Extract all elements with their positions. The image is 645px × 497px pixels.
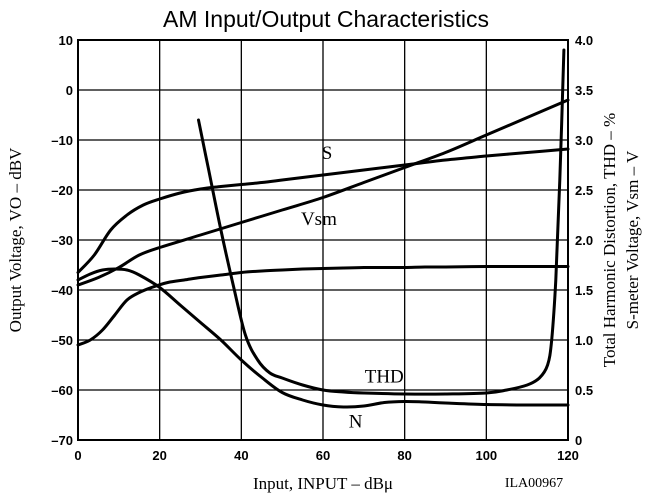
tick-labels: 0 20 40 60 80 100 120100–10–20–30–40–50–60–704… (51, 33, 593, 463)
series-lines (76, 48, 570, 409)
y-tick-label-right: 3.0 (575, 133, 593, 148)
y-tick-label-left: –40 (51, 283, 73, 298)
y-tick-label-right: 0 (575, 433, 582, 448)
x-tick-label: 120 (557, 448, 579, 463)
series-annotations: S Vsm THD N (301, 143, 404, 433)
y-tick-label-left: –10 (51, 133, 73, 148)
y-tick-label-right: 1.0 (575, 333, 593, 348)
y-tick-label-right: 1.5 (575, 283, 593, 298)
x-tick-label: 60 (316, 448, 330, 463)
grid (78, 40, 568, 440)
series-label-thd: THD (365, 367, 404, 388)
series-thd-line (197, 48, 566, 396)
y-tick-label-left: –50 (51, 333, 73, 348)
chart-title: AM Input/Output Characteristics (163, 6, 489, 32)
series-4-line (76, 267, 570, 409)
y-tick-label-left: 0 (66, 83, 73, 98)
y-tick-label-left: –30 (51, 233, 73, 248)
y-tick-label-right: 0.5 (575, 383, 593, 398)
plot-frame (77, 39, 569, 441)
y-axis-left-label: Output Voltage, VO – dBV (6, 147, 25, 332)
y-tick-label-right: 4.0 (575, 33, 593, 48)
x-tick-label: 80 (397, 448, 411, 463)
y-tick-label-left: –60 (51, 383, 73, 398)
figure-code: ILA00967 (505, 476, 563, 491)
x-tick-label: 100 (475, 448, 497, 463)
y-tick-label-right: 2.5 (575, 183, 593, 198)
series-label-s: S (322, 143, 333, 164)
y-tick-label-right: 3.5 (575, 83, 593, 98)
series-vsm-line (76, 98, 570, 287)
x-tick-label: 40 (234, 448, 248, 463)
x-tick-label: 20 (152, 448, 166, 463)
y-tick-label-left: –20 (51, 183, 73, 198)
y-axis-right-label-vsm: S-meter Voltage, Vsm – V (623, 150, 642, 329)
y-axis-right-label-thd: Total Harmonic Distortion, THD – % (600, 113, 619, 367)
series-label-vsm: Vsm (301, 209, 337, 230)
y-tick-label-left: 10 (59, 33, 73, 48)
x-axis-label: Input, INPUT – dBμ (253, 474, 393, 493)
series-s-line (76, 147, 570, 274)
y-tick-label-left: –70 (51, 433, 73, 448)
series-label-n: N (349, 412, 363, 433)
y-tick-label-right: 2.0 (575, 233, 593, 248)
series-n-line (76, 264, 570, 347)
x-tick-label: 0 (74, 448, 81, 463)
